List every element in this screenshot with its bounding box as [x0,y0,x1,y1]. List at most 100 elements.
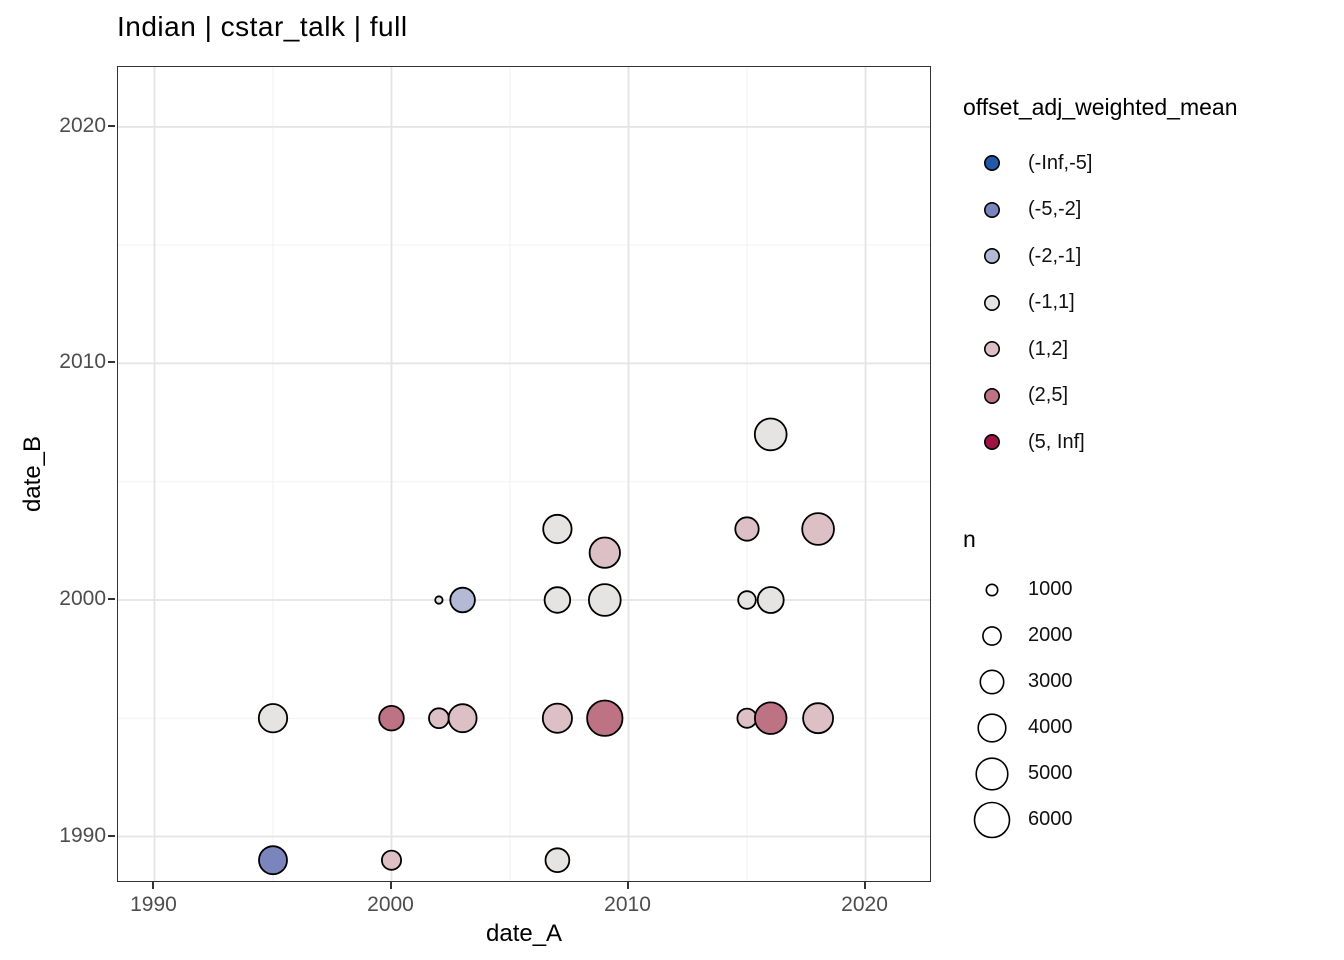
color-key [963,190,1021,230]
size-key [963,754,1021,794]
color-key [963,236,1021,276]
data-point [737,590,757,610]
plot-panel [117,66,931,882]
color-legend-label: (-2,-1] [1028,244,1082,267]
data-point [587,583,622,617]
color-legend-entry: (1,2] [963,326,1343,373]
y-tick-label: 2020 [59,113,106,137]
color-legend-label: (-Inf,-5] [1028,151,1093,174]
legend-key-icon [984,294,1000,311]
x-tick-mark [863,882,866,889]
legend-key-icon [975,756,1009,791]
data-point [257,703,289,734]
data-point [801,512,835,546]
size-legend-entry: 4000 [963,705,1343,751]
data-point [588,536,621,569]
y-tick-mark [108,597,115,600]
y-tick-mark [108,361,115,364]
color-legend-label: (5, Inf] [1028,430,1085,453]
y-tick-label: 2010 [59,350,106,374]
legend-key-icon [982,625,1002,646]
size-legend-entry: 6000 [963,797,1343,843]
data-point [586,699,624,737]
size-legend-entry: 5000 [963,751,1343,797]
chart-title: Indian | cstar_talk | full [117,11,408,42]
size-legend-entry: 1000 [963,567,1343,613]
size-legend-label: 4000 [1028,716,1073,738]
legend-key-icon [984,387,1000,404]
legend-key-icon [985,583,999,596]
data-point [754,701,788,735]
size-legend-entry: 2000 [963,613,1343,659]
color-key [963,376,1021,416]
color-legend-label: (1,2] [1028,337,1069,360]
x-tick-label: 2010 [604,893,651,916]
size-key [963,616,1021,656]
color-legend-entry: (5, Inf] [963,419,1343,466]
legend-key-icon [977,712,1007,743]
size-legend-label: 5000 [1028,762,1073,784]
color-legend-entry: (2,5] [963,373,1343,420]
y-tick-label: 2000 [59,586,106,610]
x-tick-label: 2020 [841,893,888,916]
color-legend-label: (2,5] [1028,384,1069,407]
size-legend-entry: 3000 [963,659,1343,705]
legend-key-icon [984,155,1000,172]
color-legend-entry: (-2,-1] [963,233,1343,280]
data-point [753,417,788,452]
size-legend-label: 3000 [1028,670,1073,692]
legend-key-icon [984,248,1000,265]
size-legend: 1000 2000 3000 4000 5000 6000 [963,567,1343,843]
size-key [963,570,1021,610]
data-point [428,707,450,729]
color-key [963,422,1021,462]
data-point [541,702,573,734]
data-point [378,705,405,732]
data-point [544,847,571,873]
y-tick-mark [108,834,115,837]
size-legend-label: 2000 [1028,624,1073,646]
color-legend-label: (-1,1] [1028,291,1075,314]
data-point [447,703,478,734]
data-point [449,586,476,614]
data-point [434,595,444,605]
x-axis-title: date_A [486,920,563,947]
size-legend-label: 1000 [1028,578,1073,600]
y-tick-mark [108,124,115,127]
x-tick-label: 1990 [130,893,177,916]
data-point [736,707,758,729]
color-legend: (-Inf,-5] (-5,-2] (-2,-1] (-1,1] (1,2] (2,5] (… [963,140,1343,466]
plot-canvas [118,67,930,881]
size-key [963,708,1021,748]
legend-key-icon [984,201,1000,218]
size-legend-label: 6000 [1028,808,1073,830]
legend-key-icon [973,801,1011,838]
legend-key-icon [984,434,1000,451]
data-point [380,849,402,871]
data-point [802,702,834,735]
color-legend-entry: (-5,-2] [963,187,1343,234]
x-tick-mark [626,882,629,889]
data-point [734,516,760,542]
color-key [963,283,1021,323]
y-tick-label: 1990 [59,823,106,847]
x-tick-label: 2000 [367,893,414,916]
legend-key-icon [979,669,1005,694]
size-legend-title: n [963,525,976,552]
data-point [542,513,573,545]
x-tick-mark [152,882,155,889]
color-legend-entry: (-Inf,-5] [963,140,1343,187]
legend-key-icon [984,341,1000,358]
size-key [963,662,1021,702]
x-tick-mark [389,882,392,889]
data-point [756,586,785,614]
size-key [963,800,1021,840]
y-axis-title: date_B [19,435,46,513]
color-key [963,143,1021,183]
color-legend-title: offset_adj_weighted_mean [963,94,1238,120]
legend-panel: offset_adj_weighted_mean (-Inf,-5] (-5,-2… [963,92,1343,843]
data-point [543,586,572,614]
color-legend-label: (-5,-2] [1028,198,1082,221]
color-key [963,329,1021,369]
